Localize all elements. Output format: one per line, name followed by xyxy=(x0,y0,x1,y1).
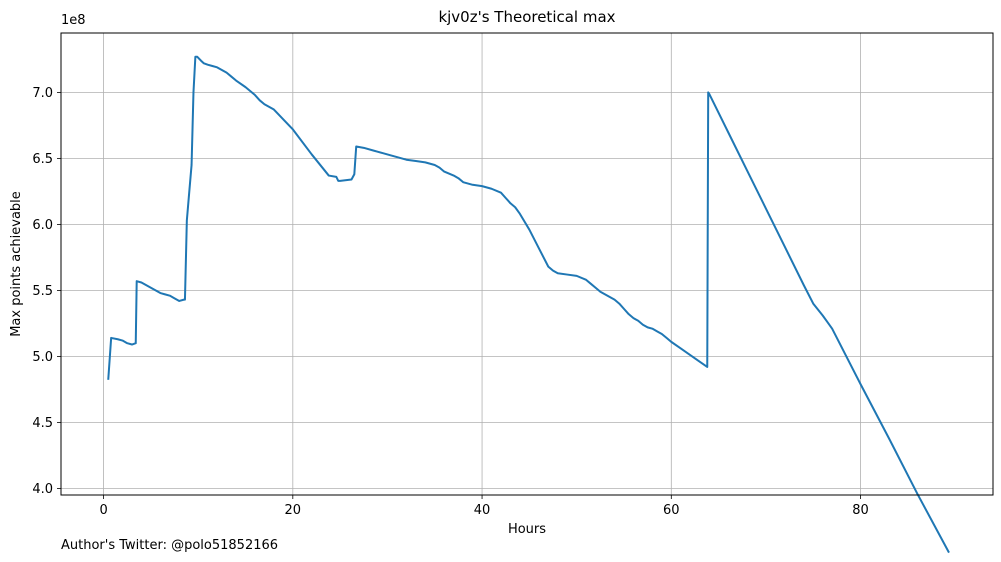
y-tick-label: 4.5 xyxy=(32,416,53,431)
y-axis-title: Max points achievable xyxy=(9,191,24,337)
x-tick-label: 60 xyxy=(663,503,680,518)
x-axis-title: Hours xyxy=(508,522,546,537)
y-tick-label: 6.0 xyxy=(32,218,53,233)
x-tick-label: 80 xyxy=(852,503,869,518)
y-tick-label: 4.0 xyxy=(32,482,53,497)
x-tick-label: 20 xyxy=(285,503,302,518)
y-tick-label: 7.0 xyxy=(32,86,53,101)
x-tick-label: 40 xyxy=(474,503,491,518)
x-tick-label: 0 xyxy=(99,503,107,518)
y-offset-label: 1e8 xyxy=(61,13,86,28)
chart-title: kjv0z's Theoretical max xyxy=(438,8,615,26)
y-tick-label: 5.0 xyxy=(32,350,53,365)
y-tick-label: 6.5 xyxy=(32,152,53,167)
y-tick-label: 5.5 xyxy=(32,284,53,299)
author-twitter-note: Author's Twitter: @polo51852166 xyxy=(61,538,278,553)
plot-background xyxy=(61,33,993,495)
